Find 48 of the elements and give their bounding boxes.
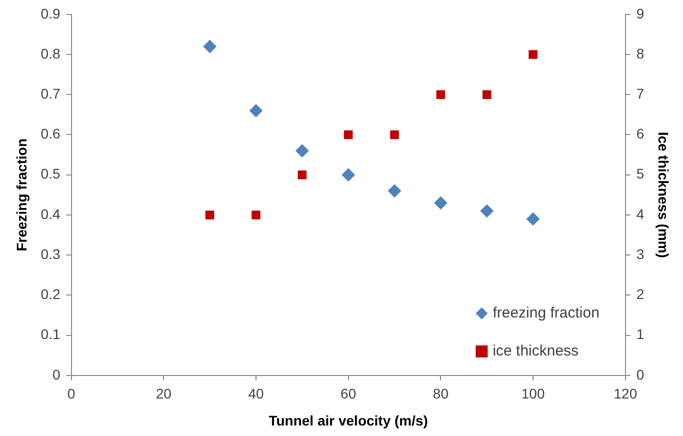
x-tick-label: 20 [156,386,172,402]
x-tick-label: 0 [67,386,76,402]
point [434,196,448,210]
y-tick-label: 0.5 [40,166,60,182]
y-tick-label: 0.6 [40,126,60,142]
y-tick-label: 0.4 [40,206,60,222]
y2-tick-label: 4 [636,206,644,222]
y-tick-label: 0 [52,366,60,382]
y2-tick-label: 1 [636,326,644,342]
point [528,50,538,59]
y-tick-label: 0.1 [40,326,60,342]
y2-tick-label: 5 [636,166,644,182]
y-tick-label: 0.9 [40,5,60,22]
y-axis-title: Freezing fraction [13,138,30,252]
y2-axis-title: Ice thickness (mm) [656,132,672,258]
x-tick-label: 80 [432,386,449,402]
x-tick-label: 100 [521,386,545,402]
y2-tick-label: 9 [636,5,644,22]
point [482,90,492,100]
point [388,184,402,198]
y2-tick-label: 8 [636,45,644,62]
y2-tick-label: 3 [636,246,644,262]
point [203,40,216,53]
point [249,104,262,118]
point [298,170,307,180]
x-axis-title: Tunnel air velocity (m/s) [268,412,428,428]
point [390,130,399,140]
point [252,210,260,220]
point [342,168,355,182]
x-tick-label: 60 [340,386,356,402]
legend-label: freezing fraction [492,304,600,322]
y2-tick-label: 0 [636,366,644,382]
x-tick-label: 40 [248,386,264,402]
y-tick-label: 0.8 [40,45,60,62]
y-tick-label: 0.2 [40,286,60,302]
y-tick-label: 0.7 [40,85,60,102]
y2-tick-label: 7 [636,85,644,102]
x-tick-label: 120 [614,386,638,402]
point [296,144,309,158]
point [436,90,446,100]
point [344,130,353,140]
y-tick-label: 0.3 [40,246,60,262]
point [205,210,214,220]
point [526,212,540,226]
y2-tick-label: 2 [636,286,644,302]
legend-label: ice thickness [492,342,579,360]
point [480,204,494,218]
y2-tick-label: 6 [636,126,644,142]
